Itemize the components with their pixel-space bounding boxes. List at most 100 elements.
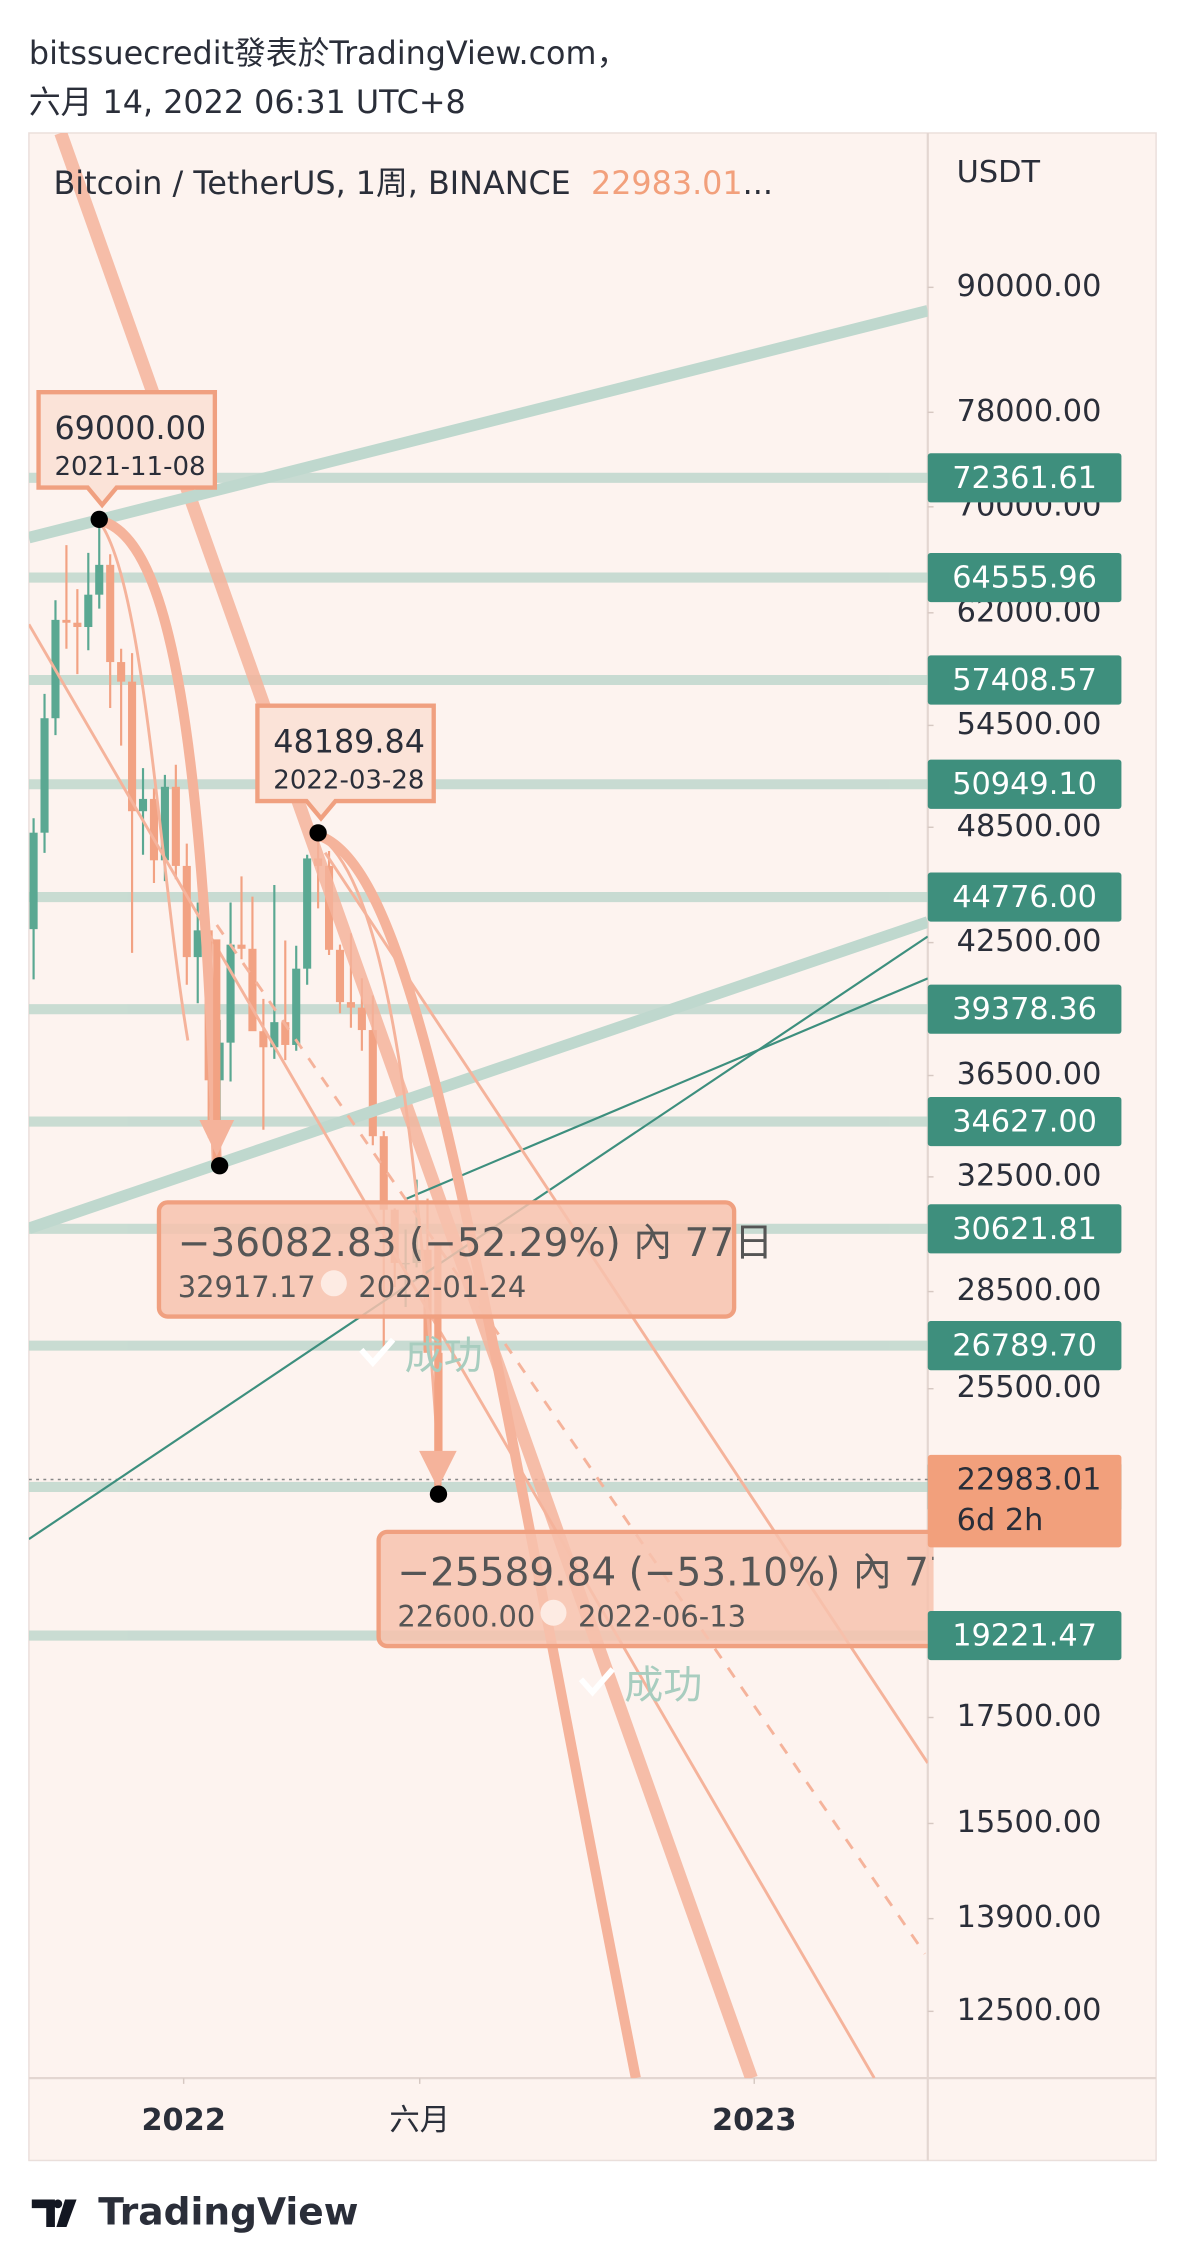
- y-tick-label: 36500.00: [957, 1057, 1102, 1092]
- level-label: 44776.00: [952, 880, 1097, 915]
- candle-body: [270, 1022, 279, 1048]
- measures: −36082.83 (−52.29%) 內 77日 32917.17 2022-01…: [156, 1200, 992, 1649]
- candle-body: [193, 930, 202, 958]
- last-price-label: 22983.01: [957, 1462, 1102, 1497]
- measure-text: −36082.83 (−52.29%) 內 77日: [178, 1221, 773, 1266]
- x-tick-label: 六月: [389, 2103, 450, 2138]
- candle-body: [149, 798, 159, 861]
- y-tick-label: 32500.00: [957, 1158, 1102, 1193]
- last-price: 22983.01: [591, 165, 743, 202]
- candle-body: [95, 564, 104, 595]
- level-label: 72361.61: [952, 461, 1097, 496]
- y-tick-label: 90000.00: [957, 269, 1102, 304]
- level-label: 34627.00: [952, 1104, 1097, 1139]
- measure-date: 2022-01-24: [358, 1270, 526, 1304]
- measure-low: 22600.00: [397, 1600, 535, 1634]
- y-tick-label: 42500.00: [957, 924, 1102, 959]
- candle-body: [237, 944, 246, 949]
- level-box: [927, 1204, 1122, 1254]
- clock-icon: [540, 1599, 567, 1626]
- arc: [316, 830, 641, 2079]
- measure-box: [376, 1529, 934, 1649]
- y-unit: USDT: [957, 155, 1041, 190]
- callout-value: 69000.00: [54, 410, 206, 447]
- level-box: [927, 453, 1122, 503]
- candle-body: [29, 832, 38, 930]
- callout-date: 2021-11-08: [54, 452, 205, 482]
- result-label: 成功: [624, 1663, 702, 1708]
- level-box: [927, 655, 1122, 705]
- level-label: 39378.36: [952, 992, 1097, 1027]
- y-tick-label: 17500.00: [957, 1699, 1102, 1734]
- candle-body: [160, 786, 169, 861]
- x-tick-label: 2022: [141, 2103, 225, 2138]
- level-box: [927, 872, 1122, 922]
- arrow-head: [199, 1119, 457, 1489]
- title-suffix: ...: [743, 165, 773, 202]
- level-label: 19221.47: [952, 1619, 1097, 1654]
- last-price-box: [927, 1454, 1122, 1548]
- candle-body: [117, 662, 126, 682]
- trend-line: [404, 977, 928, 1201]
- candle-body: [62, 619, 71, 623]
- measure-low: 32917.17: [178, 1270, 316, 1304]
- callout-box: [36, 390, 218, 509]
- arc: [317, 834, 443, 1496]
- candle-body: [335, 949, 345, 1003]
- candle-body: [248, 948, 257, 1032]
- level-box: [927, 1321, 1122, 1371]
- author: bitssuecredit發表於TradingView.com，: [29, 35, 628, 72]
- title-text: Bitcoin / TetherUS, 1周, BINANCE: [53, 165, 570, 202]
- clock-icon: [320, 1270, 347, 1297]
- candle-body: [171, 786, 180, 866]
- channel-line: [28, 623, 876, 2079]
- candle-body: [303, 858, 312, 969]
- candle-body: [106, 564, 115, 663]
- candle-body: [292, 968, 301, 1045]
- candle-body: [281, 1022, 290, 1045]
- level-box: [927, 552, 1122, 603]
- y-tick-label: 12500.00: [957, 1993, 1102, 2028]
- y-tick-label: 28500.00: [957, 1273, 1102, 1308]
- measure-date: 2022-06-13: [578, 1600, 746, 1634]
- candle-body: [368, 1030, 377, 1137]
- callout-value: 48189.84: [273, 723, 425, 760]
- arc: [97, 519, 190, 1041]
- trend-line: [28, 916, 928, 1234]
- candle-body: [182, 865, 191, 958]
- y-tick-label: 48500.00: [957, 809, 1102, 844]
- y-tick-label: 25500.00: [957, 1370, 1102, 1405]
- peak-dot: [90, 510, 108, 529]
- level-box: [927, 984, 1122, 1034]
- x-tick-label: 2023: [712, 2103, 796, 2138]
- measure-box: [156, 1200, 737, 1319]
- candle-body: [226, 944, 235, 1043]
- candle-body: [138, 798, 148, 812]
- publish-date: 六月 14, 2022 06:31 UTC+8: [29, 84, 466, 121]
- check-icon: [578, 1667, 615, 1697]
- candle-body: [357, 1007, 366, 1031]
- y-tick-label: 78000.00: [957, 394, 1102, 429]
- low-dot: [210, 1157, 229, 1175]
- measure-text: −25589.84 (−53.10%) 內 77日: [397, 1551, 992, 1596]
- check-icon: [359, 1337, 396, 1368]
- callout-date: 2022-03-28: [273, 765, 424, 795]
- logo: [31, 2199, 77, 2227]
- y-tick-label: 15500.00: [957, 1805, 1102, 1840]
- level-label: 30621.81: [952, 1212, 1097, 1247]
- candle-body: [73, 622, 82, 628]
- peak-dot: [309, 824, 327, 842]
- level-box: [927, 1610, 1122, 1661]
- trend-line: [28, 305, 928, 544]
- level-label: 64555.96: [952, 560, 1097, 595]
- low-dot: [429, 1485, 448, 1503]
- level-box: [927, 1096, 1122, 1147]
- level-label: 26789.70: [952, 1329, 1097, 1364]
- level-label: 50949.10: [952, 767, 1097, 802]
- candle-body: [128, 681, 137, 812]
- level-label: 57408.57: [952, 663, 1097, 698]
- candle-body: [379, 1136, 388, 1210]
- candle-body: [40, 718, 49, 833]
- level-box: [927, 759, 1122, 809]
